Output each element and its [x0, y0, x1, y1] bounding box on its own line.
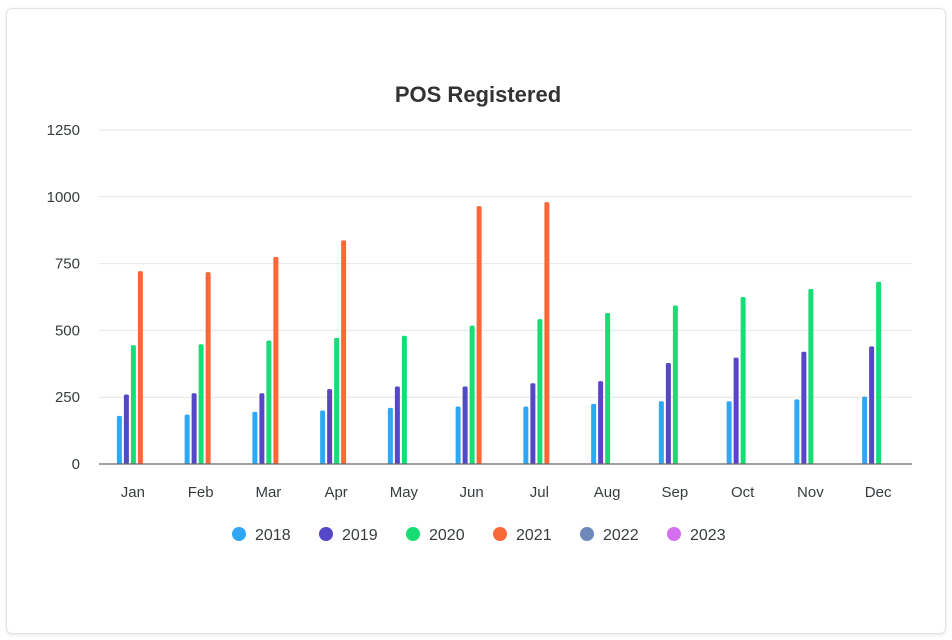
- bar-2019-jan: [123, 394, 129, 464]
- legend: 2018 2019 2020 2021 2022 2023: [232, 527, 726, 544]
- bar-2021-jan: [137, 271, 143, 464]
- bar-2020-jun: [469, 325, 475, 464]
- bar-2020-oct: [740, 297, 746, 464]
- legend-marker: [493, 527, 507, 541]
- bar-2020-jan: [130, 345, 136, 464]
- x-tick-label: Oct: [731, 484, 755, 501]
- bar-2019-may: [394, 386, 400, 464]
- legend-marker: [232, 527, 246, 541]
- x-tick-label: Aug: [594, 484, 621, 501]
- y-tick-label: 250: [55, 389, 80, 406]
- bar-2021-jul: [544, 202, 550, 465]
- bar-2018-feb: [184, 414, 190, 464]
- bar-2020-jul: [537, 319, 543, 464]
- x-tick-label: Mar: [255, 484, 281, 501]
- bar-2019-sep: [665, 362, 671, 464]
- bar-2018-jan: [116, 415, 122, 464]
- bar-2021-feb: [205, 272, 211, 464]
- bars: [116, 202, 882, 465]
- x-tick-label: Nov: [797, 484, 824, 501]
- x-tick-label: Jun: [460, 484, 484, 501]
- legend-item-2021[interactable]: 2021: [493, 527, 552, 544]
- legend-label: 2020: [429, 527, 465, 544]
- x-tick-label: Feb: [188, 484, 214, 501]
- legend-item-2020[interactable]: 2020: [406, 527, 465, 544]
- legend-item-2018[interactable]: 2018: [232, 527, 291, 544]
- bar-2020-nov: [808, 288, 814, 464]
- y-tick-label: 750: [55, 256, 80, 273]
- bar-2018-mar: [252, 411, 258, 464]
- bar-2018-dec: [862, 396, 868, 464]
- x-axis-ticks: Jan Feb Mar Apr May Jun Jul Aug Sep Oct Nov Dec: [121, 484, 892, 501]
- bar-2019-feb: [191, 393, 197, 464]
- legend-marker: [667, 527, 681, 541]
- legend-item-2023[interactable]: 2023: [667, 527, 726, 544]
- x-tick-label: May: [390, 484, 419, 501]
- x-tick-label: Jan: [121, 484, 145, 501]
- bar-2019-mar: [259, 393, 265, 464]
- bar-2019-apr: [327, 389, 333, 464]
- bar-2020-sep: [672, 305, 678, 464]
- x-tick-label: Jul: [530, 484, 549, 501]
- bar-2018-may: [387, 407, 393, 464]
- legend-item-2019[interactable]: 2019: [319, 527, 378, 544]
- legend-marker: [319, 527, 333, 541]
- bar-2019-jun: [462, 386, 468, 464]
- bar-2018-jun: [455, 406, 461, 464]
- bar-2021-mar: [273, 256, 279, 464]
- legend-label: 2018: [255, 527, 291, 544]
- bar-2020-mar: [266, 340, 272, 464]
- y-tick-label: 0: [72, 456, 80, 473]
- legend-label: 2022: [603, 527, 639, 544]
- bar-2021-jun: [476, 206, 482, 465]
- legend-item-2022[interactable]: 2022: [580, 527, 639, 544]
- bar-2018-nov: [794, 399, 800, 464]
- bar-2018-aug: [591, 403, 597, 464]
- legend-label: 2019: [342, 527, 378, 544]
- x-tick-label: Dec: [865, 484, 892, 501]
- bar-2021-apr: [341, 240, 347, 464]
- bar-2018-sep: [658, 401, 664, 464]
- bar-2019-dec: [869, 346, 875, 464]
- y-tick-label: 1250: [47, 122, 80, 139]
- bar-2020-aug: [605, 313, 611, 464]
- legend-marker: [580, 527, 594, 541]
- chart-title: POS Registered: [395, 82, 561, 107]
- chart-card: [6, 8, 946, 634]
- x-tick-label: Sep: [662, 484, 689, 501]
- y-tick-label: 500: [55, 322, 80, 339]
- bar-2019-jul: [530, 383, 536, 464]
- y-axis-ticks: 0 250 500 750 1000 1250: [47, 122, 80, 473]
- bar-2020-feb: [198, 344, 204, 464]
- bar-2018-jul: [523, 406, 529, 464]
- legend-label: 2021: [516, 527, 552, 544]
- bar-2019-nov: [801, 351, 807, 464]
- bar-2019-aug: [598, 381, 604, 464]
- bar-2020-apr: [334, 337, 340, 464]
- legend-label: 2023: [690, 527, 726, 544]
- bar-2018-apr: [320, 410, 326, 464]
- x-tick-label: Apr: [324, 484, 347, 501]
- y-tick-label: 1000: [47, 189, 80, 206]
- legend-marker: [406, 527, 420, 541]
- grid-lines: [99, 129, 912, 398]
- bar-2020-dec: [876, 281, 882, 464]
- bar-2020-may: [401, 335, 407, 464]
- bar-2018-oct: [726, 401, 732, 464]
- bar-2019-oct: [733, 357, 739, 464]
